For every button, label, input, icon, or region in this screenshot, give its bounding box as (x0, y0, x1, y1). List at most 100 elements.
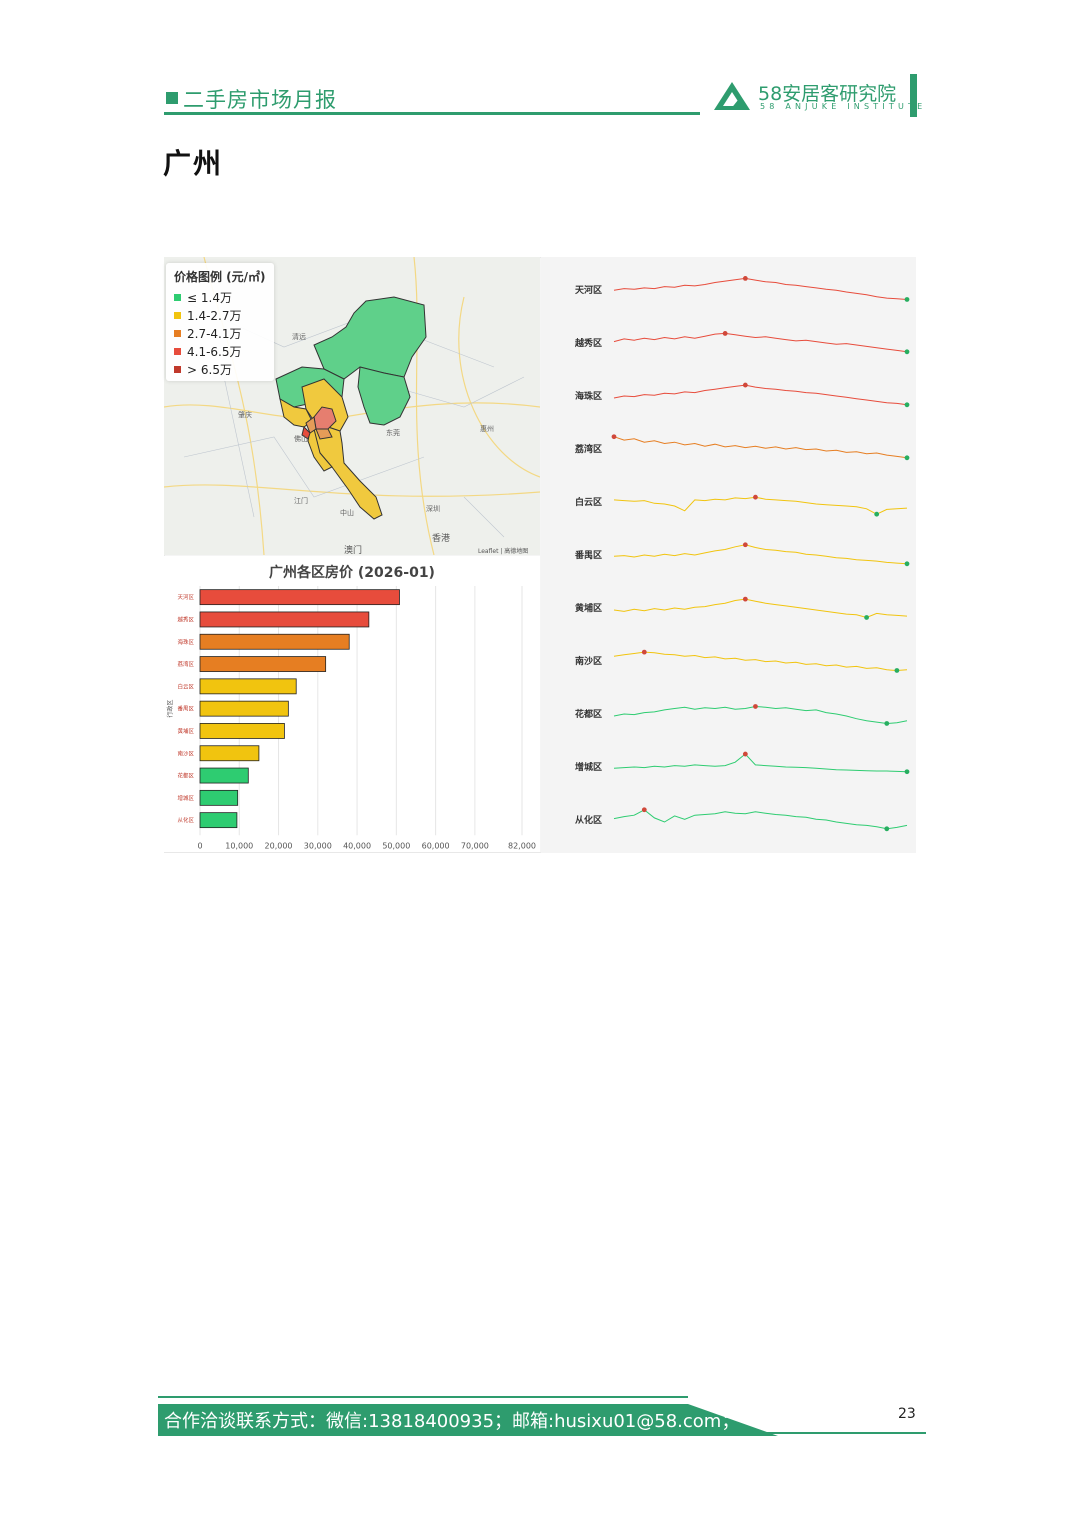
place-label: 东莞 (386, 428, 400, 437)
bar[interactable] (199, 678, 297, 695)
x-tick-label: 10,000 (225, 841, 253, 850)
bar[interactable] (199, 812, 238, 829)
sparkline-label: 增城区 (575, 761, 602, 773)
sparkline-label: 天河区 (575, 284, 602, 296)
bar-chart-title: 广州各区房价 (2026-01) (269, 565, 435, 581)
x-tick-label: 70,000 (461, 841, 489, 850)
bar-chart: 0 10,000 20,000 30,000 40,000 50,000 60,000 70,… (166, 586, 536, 850)
sparkline-label: 黄埔区 (575, 602, 602, 614)
bar[interactable] (199, 767, 249, 784)
y-tick-label: 番禺区 (177, 706, 194, 713)
legend-swatch-icon (174, 366, 181, 373)
bar[interactable] (199, 633, 350, 650)
sparkline-max-point (742, 382, 748, 388)
bar[interactable] (199, 611, 370, 628)
sparkline-min-point (904, 402, 910, 408)
sparkline-area (541, 257, 916, 853)
sparkline-min-point (904, 769, 910, 775)
sparkline (613, 277, 908, 300)
legend-label: 2.7-4.1万 (187, 327, 242, 341)
y-tick-label: 从化区 (177, 816, 194, 824)
sparkline-max-point (742, 542, 748, 548)
bar[interactable] (199, 723, 285, 739)
legend-label: ≤ 1.4万 (187, 291, 232, 305)
sparkline (613, 753, 908, 773)
bar[interactable] (199, 745, 260, 762)
y-tick-label: 黄埔区 (177, 727, 194, 735)
place-label: 香港 (432, 532, 450, 544)
sparkline-min-point (894, 668, 900, 673)
y-tick-label: 增城区 (177, 794, 194, 802)
x-tick-label: 30,000 (304, 841, 332, 850)
sparkline-max-point (753, 494, 758, 500)
legend-item: 2.7-4.1万 (174, 326, 242, 342)
map-legend (166, 263, 274, 381)
legend-title: 价格图例 (元/㎡) (174, 270, 266, 284)
legend-swatch-icon (174, 294, 181, 301)
sparkline-max-point (722, 331, 728, 336)
x-tick-label: 40,000 (343, 841, 371, 850)
map-attribution[interactable]: Leaflet | 高德地图 (478, 548, 529, 555)
sparkline-label: 番禺区 (574, 549, 602, 561)
x-tick-label: 50,000 (382, 841, 410, 850)
sparkline-max-point (641, 649, 647, 655)
sparkline-min-point (904, 349, 910, 355)
brand-logo-icon (714, 82, 750, 110)
sparkline-label: 荔湾区 (574, 443, 602, 455)
place-label: 惠州 (480, 424, 494, 433)
sparkline-max-point (641, 807, 647, 813)
sparkline-min-point (904, 561, 910, 567)
place-label: 肇庆 (238, 410, 252, 419)
y-tick-label: 越秀区 (177, 615, 194, 623)
legend-swatch-icon (174, 330, 181, 337)
bar[interactable] (199, 789, 239, 806)
brand-name-cn: 58安居客研究院 (758, 83, 897, 105)
sparkline (613, 436, 908, 459)
sparkline (613, 332, 908, 353)
sparkline-max-point (742, 596, 748, 602)
sparkline-label: 花都区 (575, 708, 602, 720)
sparkline-label: 白云区 (575, 496, 602, 508)
footer-rule (700, 1432, 926, 1434)
sparkline-min-point (874, 511, 880, 517)
y-tick-label: 荔湾区 (177, 660, 194, 668)
x-tick-label: 82,000 (508, 841, 536, 850)
brand-name-en: 58 ANJUKE INSTITUTE (760, 102, 927, 111)
sparkline (613, 651, 908, 672)
sparkline-max-point (742, 751, 748, 757)
place-label: 澳门 (344, 544, 362, 555)
footer-band (158, 1404, 778, 1436)
sparkline-label: 越秀区 (574, 337, 602, 349)
sparkline-min-point (904, 297, 910, 302)
legend-item: 1.4-2.7万 (174, 308, 242, 324)
y-tick-label: 花都区 (177, 772, 194, 780)
bar[interactable] (199, 589, 400, 606)
legend-label: 4.1-6.5万 (187, 345, 242, 359)
sparkline (613, 384, 908, 406)
legend-label: > 6.5万 (187, 363, 232, 377)
legend-swatch-icon (174, 348, 181, 355)
x-tick-label: 20,000 (265, 841, 293, 850)
x-tick-label: 60,000 (422, 841, 450, 850)
sparkline (613, 598, 908, 619)
sparkline-max-point (611, 434, 617, 440)
sparkline (613, 705, 908, 725)
y-tick-label: 天河区 (177, 593, 194, 601)
bar[interactable] (199, 700, 289, 717)
bar[interactable] (199, 656, 327, 672)
header-rule (164, 112, 700, 115)
y-tick-label: 海珠区 (177, 638, 194, 646)
legend-item: 4.1-6.5万 (174, 344, 242, 360)
sparkline-label: 南沙区 (575, 655, 602, 667)
x-tick-label: 0 (197, 841, 202, 850)
header-square-icon (166, 92, 178, 104)
place-label: 深圳 (426, 504, 440, 513)
sparkline (613, 544, 908, 565)
sparkline (613, 496, 908, 515)
sparkline-min-point (904, 455, 910, 461)
y-axis-label: 行政区 (166, 700, 174, 718)
place-label: 江门 (294, 496, 308, 505)
place-label: 佛山 (294, 434, 308, 443)
sparkline-max-point (753, 704, 758, 709)
